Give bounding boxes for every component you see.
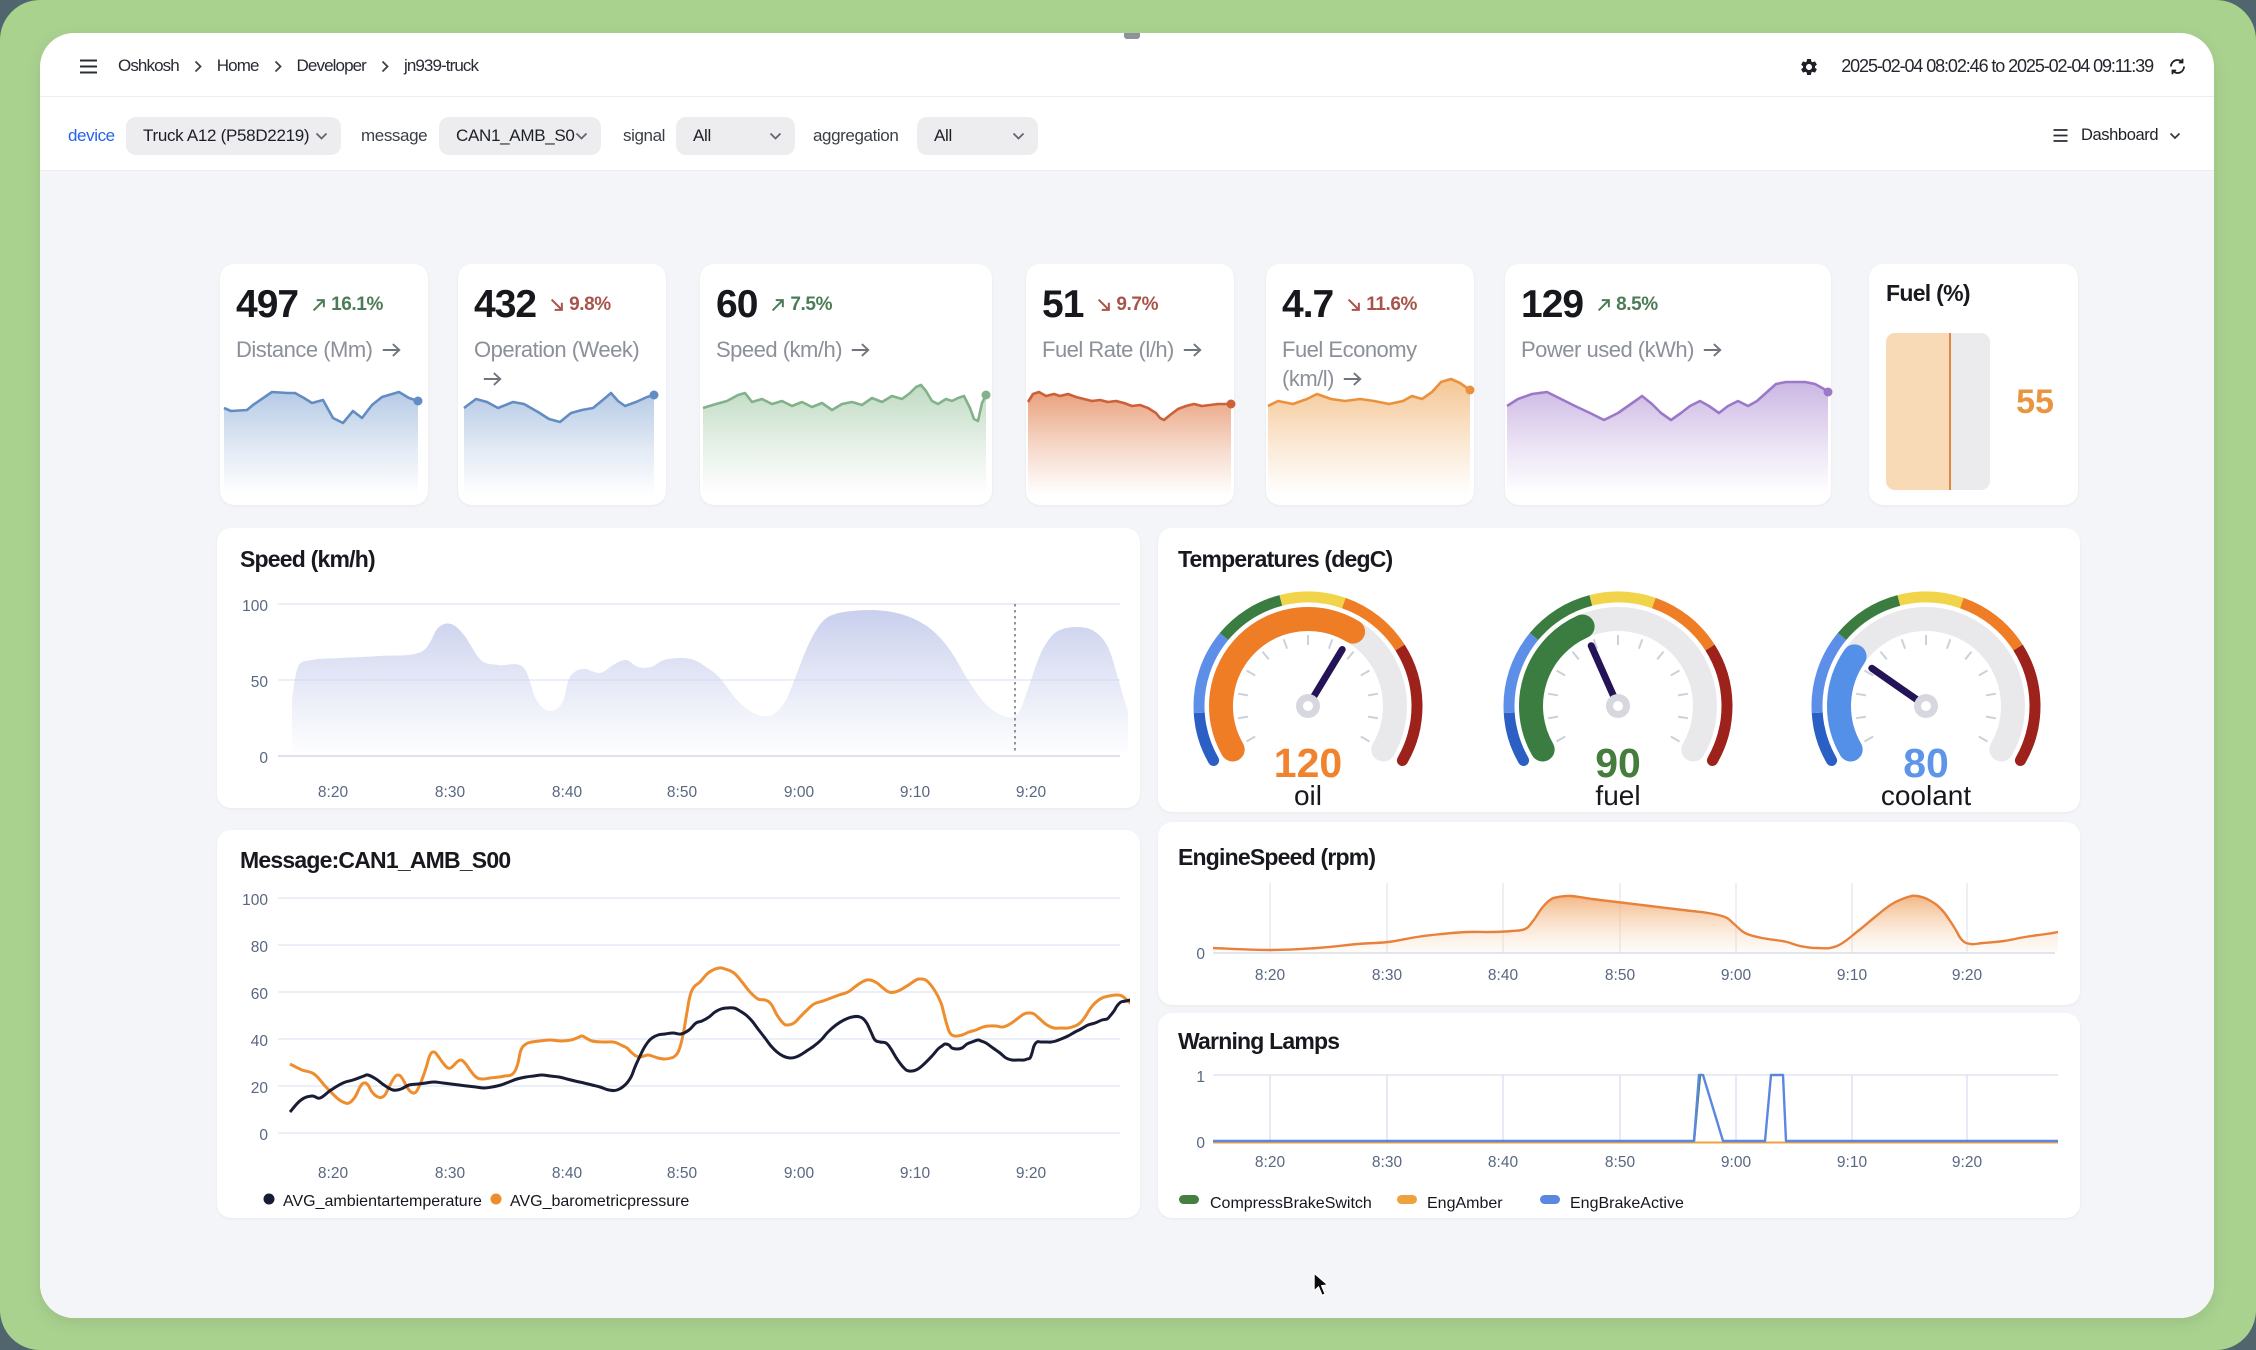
svg-text:0: 0 [1196,1135,1205,1152]
svg-text:40: 40 [251,1033,269,1050]
svg-text:9:20: 9:20 [1016,1165,1047,1182]
svg-text:9:10: 9:10 [900,1165,931,1182]
svg-text:9:00: 9:00 [784,784,815,801]
svg-text:100: 100 [242,892,268,909]
svg-text:1: 1 [1196,1069,1205,1086]
svg-text:80: 80 [1903,740,1949,786]
svg-text:EngBrakeActive: EngBrakeActive [1570,1195,1684,1212]
svg-text:50: 50 [251,674,269,691]
svg-text:9:20: 9:20 [1016,784,1047,801]
svg-text:oil: oil [1294,780,1322,811]
svg-text:9:00: 9:00 [1721,1154,1752,1171]
svg-text:8:30: 8:30 [1372,1154,1403,1171]
svg-text:9:00: 9:00 [784,1165,815,1182]
svg-text:8:40: 8:40 [1488,1154,1519,1171]
svg-text:8:40: 8:40 [552,1165,583,1182]
svg-text:AVG_ambientartemperature: AVG_ambientartemperature [283,1193,482,1210]
svg-text:9:20: 9:20 [1952,967,1983,984]
svg-text:8:50: 8:50 [1605,1154,1636,1171]
svg-text:CompressBrakeSwitch: CompressBrakeSwitch [1210,1195,1372,1212]
svg-text:100: 100 [242,598,268,615]
svg-text:8:20: 8:20 [1255,1154,1286,1171]
svg-text:120: 120 [1274,740,1342,786]
svg-text:90: 90 [1595,740,1641,786]
svg-text:8:50: 8:50 [667,784,698,801]
svg-text:20: 20 [251,1080,269,1097]
svg-text:8:40: 8:40 [1488,967,1519,984]
svg-text:8:30: 8:30 [1372,967,1403,984]
svg-text:8:40: 8:40 [552,784,583,801]
svg-text:0: 0 [1196,946,1205,963]
svg-text:8:30: 8:30 [435,784,466,801]
svg-text:9:00: 9:00 [1721,967,1752,984]
svg-text:9:10: 9:10 [900,784,931,801]
svg-text:8:50: 8:50 [667,1165,698,1182]
svg-text:9:10: 9:10 [1837,967,1868,984]
svg-text:AVG_barometricpressure: AVG_barometricpressure [510,1193,689,1210]
svg-text:9:10: 9:10 [1837,1154,1868,1171]
svg-text:EngAmber: EngAmber [1427,1195,1503,1212]
svg-text:9:20: 9:20 [1952,1154,1983,1171]
svg-text:0: 0 [259,1127,268,1144]
svg-text:8:20: 8:20 [1255,967,1286,984]
svg-text:0: 0 [259,750,268,767]
svg-text:60: 60 [251,986,269,1003]
svg-text:80: 80 [251,939,269,956]
svg-text:coolant: coolant [1881,780,1972,811]
svg-text:8:30: 8:30 [435,1165,466,1182]
svg-text:8:20: 8:20 [318,1165,349,1182]
svg-text:fuel: fuel [1595,780,1640,811]
svg-text:8:50: 8:50 [1605,967,1636,984]
svg-text:8:20: 8:20 [318,784,349,801]
